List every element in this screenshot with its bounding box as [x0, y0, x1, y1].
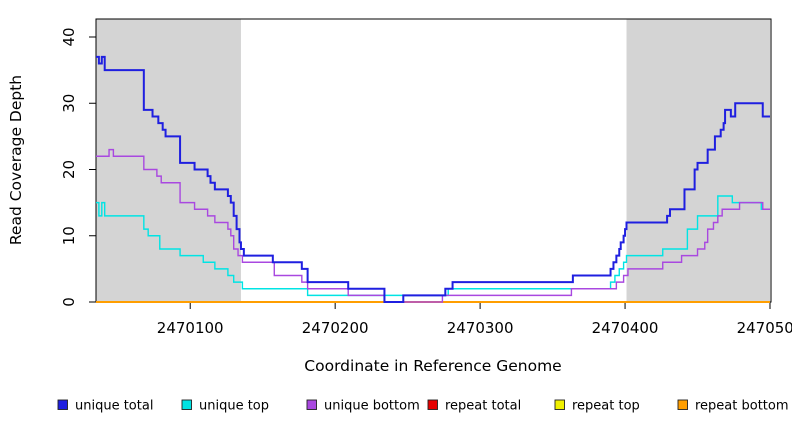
legend-label-repeat-bottom: repeat bottom: [695, 399, 789, 414]
legend-swatch-unique-bottom: [306, 399, 317, 410]
legend-swatch-repeat-total: [427, 399, 438, 410]
x-axis-title: Coordinate in Reference Genome: [304, 357, 561, 375]
y-tick-label: 30: [60, 94, 78, 113]
x-tick-label: 2470200: [302, 319, 369, 337]
shaded-repeat-region: [96, 19, 241, 302]
legend-swatch-unique-total: [57, 399, 68, 410]
legend-label-unique-total: unique total: [75, 399, 153, 414]
y-tick-label: 20: [60, 160, 78, 179]
shaded-repeat-region: [626, 19, 770, 302]
legend-swatch-repeat-bottom: [677, 399, 688, 410]
y-tick-label: 0: [60, 297, 78, 307]
legend-label-unique-top: unique top: [199, 399, 269, 414]
legend-swatch-repeat-top: [554, 399, 565, 410]
legend-label-repeat-total: repeat total: [445, 399, 521, 414]
series-line-unique-bottom: [96, 148, 770, 303]
legend-label-unique-bottom: unique bottom: [324, 399, 420, 414]
y-tick-label: 10: [60, 226, 78, 245]
legend-label-repeat-top: repeat top: [572, 399, 640, 414]
series-line-unique-top: [96, 195, 770, 297]
legend-swatch-unique-top: [181, 399, 192, 410]
y-axis-title: Read Coverage Depth: [7, 75, 25, 245]
x-tick-label: 2470300: [447, 319, 514, 337]
x-tick-label: 2470400: [592, 319, 659, 337]
series-line-unique-total: [96, 55, 770, 303]
y-tick-label: 40: [60, 27, 78, 46]
x-tick-label: 2470100: [157, 319, 224, 337]
